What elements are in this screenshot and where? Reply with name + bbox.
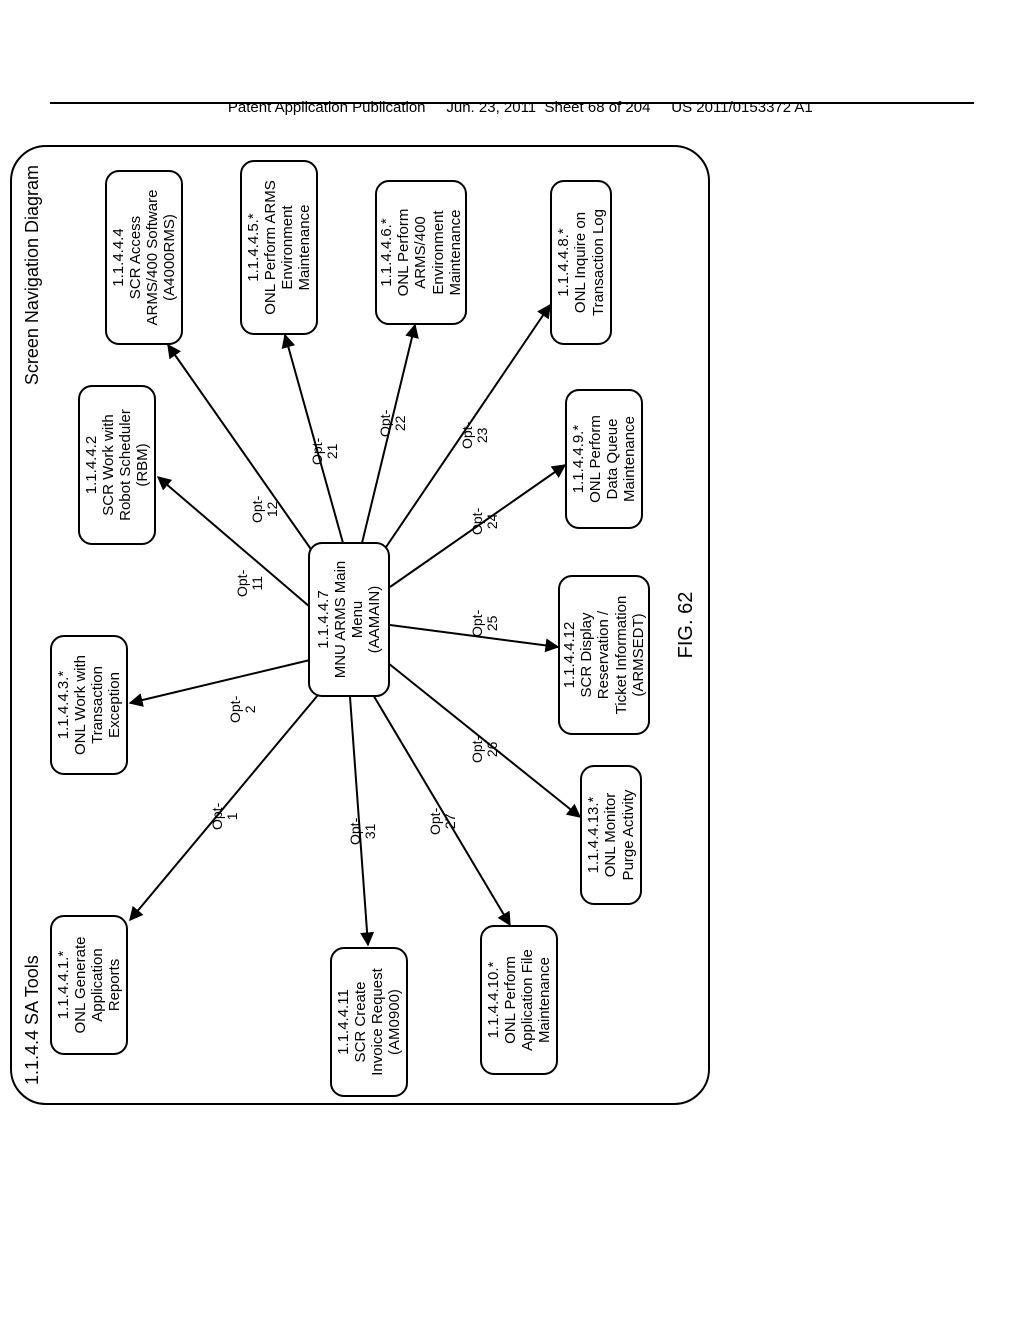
page: Patent Application Publication Jun. 23, …	[0, 0, 1024, 1320]
node-n9: 1.1.4.4.9.*ONL PerformData QueueMaintena…	[565, 389, 643, 529]
edge-label-e1: Opt- 1	[210, 803, 239, 830]
edge-label-e22: Opt- 22	[378, 410, 407, 437]
edge-label-e11: Opt- 11	[235, 570, 264, 597]
node-n10: 1.1.4.4.10.*ONL PerformApplication FileM…	[480, 925, 558, 1075]
node-n13: 1.1.4.4.13.*ONL MonitorPurge Activity	[580, 765, 642, 905]
figure-caption: FIG. 62	[675, 592, 698, 659]
node-id: 1.1.4.4.7	[315, 590, 332, 648]
edge-label-e27: Opt- 27	[428, 808, 457, 835]
node-n4: 1.1.4.4.4SCR AccessARMS/400 Software(A40…	[105, 170, 183, 345]
node-center-menu: 1.1.4.4.7 MNU ARMS Main Menu (AAMAIN)	[308, 542, 390, 697]
node-n5: 1.1.4.4.5.*ONL Perform ARMSEnvironmentMa…	[240, 160, 318, 335]
page-header: Patent Application Publication Jun. 23, …	[0, 82, 1024, 133]
figure-rotated-area: 1.1.4.4 SA Tools Screen Navigation Diagr…	[70, 255, 940, 995]
node-line1: MNU ARMS Main	[332, 561, 349, 679]
node-n3: 1.1.4.4.3.*ONL Work withTransactionExcep…	[50, 635, 128, 775]
node-n11: 1.1.4.4.11SCR CreateInvoice Request(AM09…	[330, 947, 408, 1097]
edge-label-e23: Opt- 23	[460, 422, 489, 449]
node-n2: 1.1.4.4.2SCR Work withRobot Scheduler(RB…	[78, 385, 156, 545]
node-n12: 1.1.4.4.12SCR DisplayReservation /Ticket…	[558, 575, 650, 735]
edge-label-e31: Opt- 31	[348, 818, 377, 845]
edge-label-e21: Opt- 21	[310, 438, 339, 465]
node-line2: Menu	[349, 601, 366, 639]
node-n1: 1.1.4.4.1.*ONL GenerateApplicationReport…	[50, 915, 128, 1055]
edge-label-e24: Opt- 24	[470, 508, 499, 535]
node-n8: 1.1.4.4.8.*ONL Inquire onTransaction Log	[550, 180, 612, 345]
header-rule	[50, 102, 974, 104]
edge-label-e2: Opt- 2	[228, 696, 257, 723]
edge-label-e26: Opt- 26	[470, 736, 499, 763]
node-line3: (AAMAIN)	[366, 586, 383, 654]
edge-label-e12: Opt- 12	[250, 496, 279, 523]
edge-label-e25: Opt- 25	[470, 610, 499, 637]
node-n6: 1.1.4.4.6.*ONL PerformARMS/400Environmen…	[375, 180, 467, 325]
